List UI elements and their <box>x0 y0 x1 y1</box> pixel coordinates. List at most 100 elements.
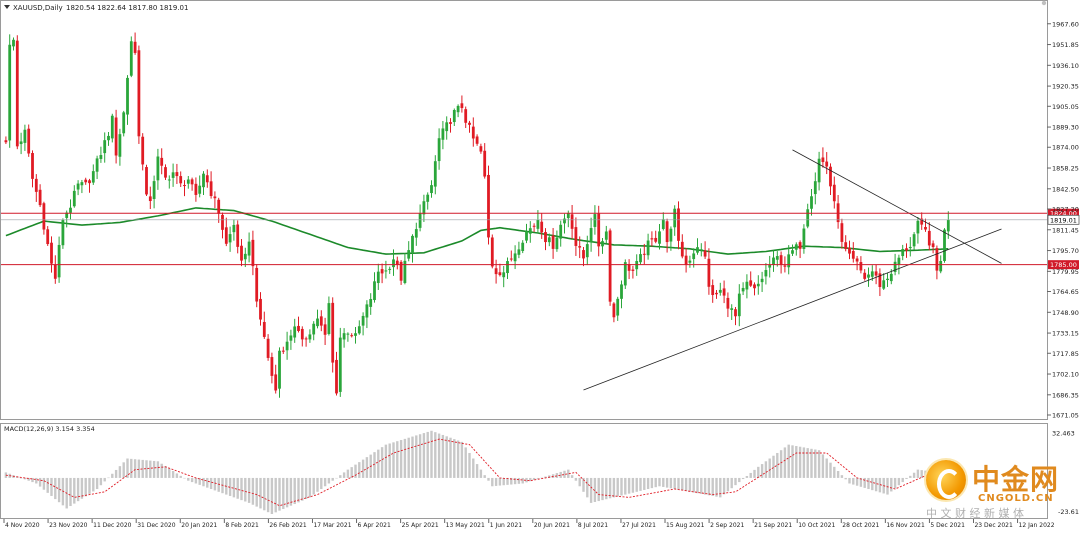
candle-body <box>12 39 15 47</box>
candle-body <box>236 224 240 247</box>
candle-body <box>639 254 642 263</box>
macd-histogram-bar <box>559 471 562 478</box>
candle-body <box>946 219 950 232</box>
macd-histogram-bar <box>145 460 148 478</box>
macd-histogram-bar <box>190 477 194 483</box>
candle-body <box>186 179 190 184</box>
macd-histogram-bar <box>464 447 467 478</box>
macd-histogram-bar <box>836 471 840 478</box>
candle-body <box>817 158 821 183</box>
macd-histogram-bar <box>327 477 331 484</box>
macd-histogram-bar <box>601 477 604 501</box>
macd-histogram-bar <box>342 472 346 478</box>
macd-histogram-bar <box>285 477 289 508</box>
macd-histogram-bar <box>164 466 167 478</box>
trendline[interactable] <box>792 149 1002 264</box>
brand-domain: CNGOLD.CN <box>978 493 1054 504</box>
macd-histogram-bar <box>593 477 597 502</box>
macd-histogram-bar <box>772 455 775 478</box>
macd-histogram-bar <box>749 472 752 478</box>
candle-body <box>787 254 791 268</box>
macd-histogram-bar <box>700 477 703 494</box>
macd-histogram-bar <box>479 469 483 478</box>
macd-histogram-bar <box>893 477 897 489</box>
candle-body <box>722 288 726 296</box>
macd-histogram-bar <box>445 436 448 478</box>
macd-histogram-bar <box>399 440 403 478</box>
macd-histogram-bar <box>194 477 198 484</box>
candle-body <box>80 182 84 186</box>
candle-body <box>23 129 27 143</box>
macd-label: MACD(12,26,9) 3.154 3.354 <box>4 425 95 433</box>
candle-body <box>289 335 293 341</box>
candle-body <box>202 173 205 188</box>
candle-body <box>756 283 760 287</box>
macd-histogram-bar <box>441 434 445 478</box>
macd-histogram-bar <box>361 459 365 478</box>
candle-body <box>84 179 88 183</box>
candle-body <box>673 208 677 228</box>
candle-body <box>175 172 179 177</box>
macd-histogram-bar <box>833 466 836 478</box>
y-tick-label: 1671.05 <box>1052 412 1079 420</box>
macd-histogram-bar <box>111 473 114 478</box>
macd-histogram-bar <box>787 444 790 478</box>
macd-histogram-bar <box>133 459 137 478</box>
x-tick-label: 2 Sep 2021 <box>710 522 744 529</box>
candle-body <box>164 167 167 178</box>
candle-body <box>855 258 859 262</box>
candle-body <box>468 122 471 125</box>
macd-y-tick-label: 32.463 <box>1052 429 1075 437</box>
macd-histogram-bar <box>612 477 616 498</box>
candle-body <box>335 359 338 394</box>
macd-histogram-bar <box>574 477 578 481</box>
x-tick-label: 12 Jan 2022 <box>1019 522 1055 529</box>
candle-body <box>167 179 171 181</box>
candle-body <box>878 273 882 287</box>
cngold-logo-icon <box>926 460 966 500</box>
macd-histogram-bar <box>673 477 676 490</box>
candle-body <box>487 174 490 238</box>
macd-histogram-bar <box>403 438 407 478</box>
candle-body <box>509 258 513 260</box>
candle-body <box>760 278 764 283</box>
macd-histogram-bar <box>783 447 787 478</box>
macd-histogram-bar <box>255 477 258 507</box>
candle-body <box>521 242 525 251</box>
macd-histogram-bar <box>152 460 156 478</box>
candle-body <box>213 196 217 199</box>
candle-body <box>737 293 741 317</box>
candle-body <box>939 260 943 272</box>
candle-body <box>490 237 494 267</box>
macd-histogram-bar <box>76 477 80 502</box>
candle-body <box>597 213 601 247</box>
candle-body <box>886 278 889 281</box>
candle-body <box>57 244 61 278</box>
y-tick-label: 1920.35 <box>1052 83 1079 91</box>
macd-histogram-bar <box>42 477 46 490</box>
macd-histogram-bar <box>384 444 388 478</box>
macd-histogram-bar <box>126 458 129 478</box>
candle-body <box>794 244 798 250</box>
candle-body <box>764 270 768 277</box>
candle-body <box>221 214 224 230</box>
macd-histogram-bar <box>912 472 916 478</box>
candle-body <box>426 194 430 202</box>
candle-body <box>578 246 582 248</box>
macd-histogram-bar <box>92 477 95 492</box>
collapse-triangle-icon[interactable] <box>4 5 10 9</box>
candle-body <box>601 241 604 247</box>
macd-histogram-bar <box>35 477 38 484</box>
macd-histogram-bar <box>905 477 908 479</box>
candle-body <box>399 261 403 281</box>
candle-body <box>604 231 608 240</box>
macd-histogram-bar <box>821 454 825 478</box>
scroll-marker-icon[interactable] <box>1041 0 1047 6</box>
candle-body <box>563 218 566 224</box>
x-tick-label: 4 Nov 2020 <box>5 522 40 529</box>
y-tick-label: 1795.70 <box>1052 247 1079 255</box>
macd-histogram-bar <box>878 477 882 493</box>
candle-body <box>589 228 593 243</box>
trendline[interactable] <box>583 228 1002 391</box>
macd-histogram-bar <box>240 477 243 501</box>
